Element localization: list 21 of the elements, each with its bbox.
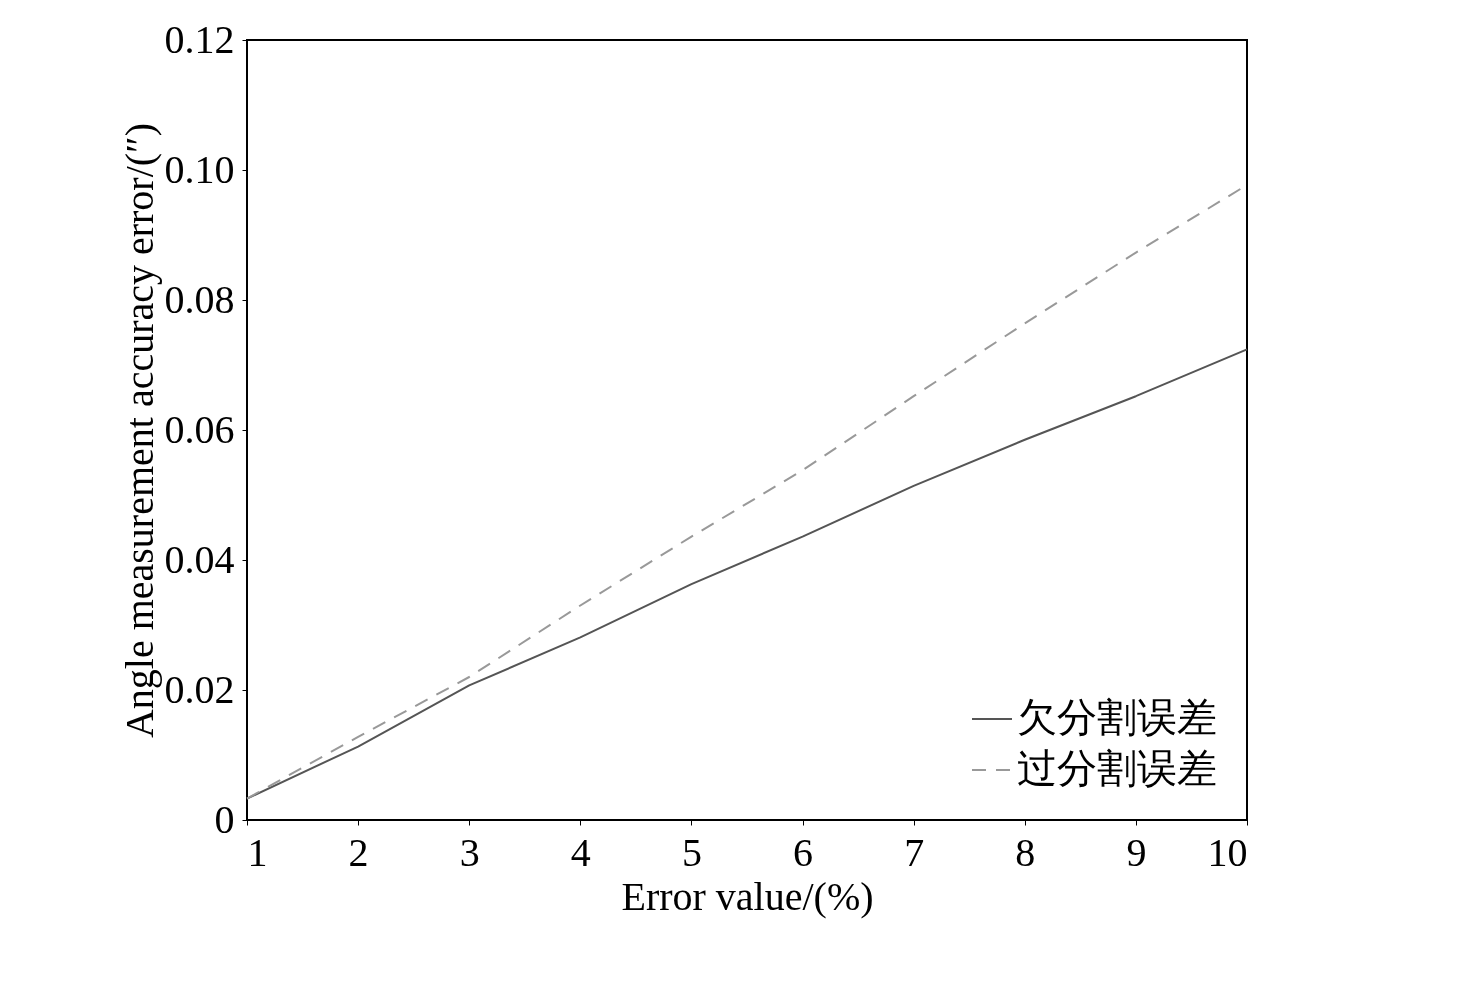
- x-tick-label: 6: [793, 829, 814, 875]
- y-axis-title: Angle measurement accuracy error/(″): [116, 122, 162, 739]
- x-tick-label: 4: [570, 829, 591, 875]
- legend-label: 欠分割误差: [1017, 695, 1217, 740]
- y-tick-label: 0.12: [164, 16, 235, 62]
- x-tick-label: 5: [681, 829, 702, 875]
- legend-label: 过分割误差: [1017, 746, 1217, 791]
- x-tick-label: 3: [459, 829, 480, 875]
- y-tick-label: 0.04: [164, 536, 235, 582]
- y-tick-label: 0.02: [164, 666, 235, 712]
- x-tick-label: 1: [247, 829, 268, 875]
- y-tick-label: 0.08: [164, 276, 235, 322]
- y-tick-label: 0: [214, 796, 235, 842]
- y-tick-label: 0.06: [164, 406, 235, 452]
- x-axis-title: Error value/(%): [621, 873, 874, 919]
- x-tick-label: 2: [348, 829, 369, 875]
- x-tick-label: 9: [1126, 829, 1147, 875]
- x-tick-label: 8: [1015, 829, 1036, 875]
- x-tick-label: 10: [1207, 829, 1248, 875]
- y-tick-label: 0.10: [164, 146, 235, 192]
- x-tick-label: 7: [904, 829, 925, 875]
